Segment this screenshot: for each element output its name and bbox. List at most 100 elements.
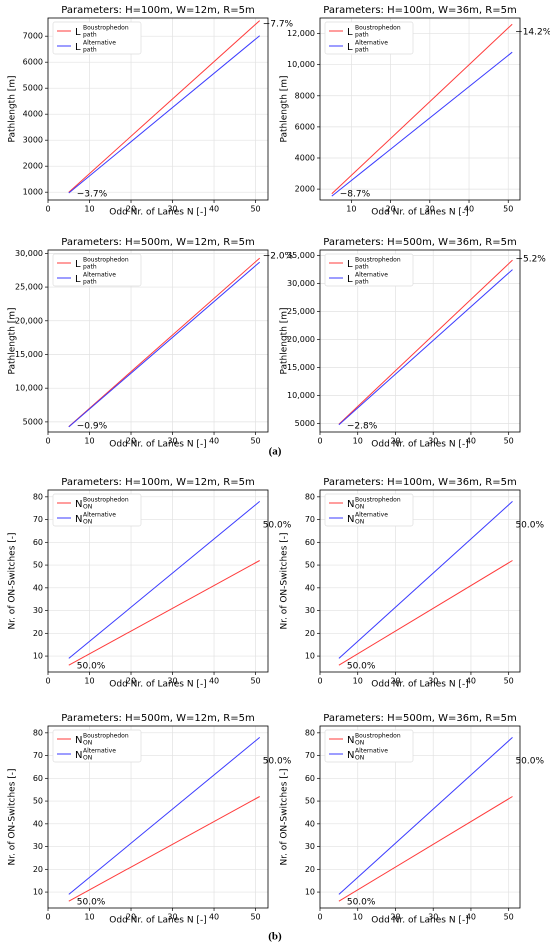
x-tick-label: 40 — [209, 913, 219, 922]
chart-title: Parameters: H=500m, W=12m, R=5m — [61, 713, 254, 724]
y-axis-label: Pathlength [m] — [8, 307, 18, 374]
legend-symbol: L — [75, 259, 81, 270]
legend-subscript: path — [355, 264, 369, 271]
x-axis-label: Odd Nr. of Lanes N [-] — [109, 916, 206, 926]
x-tick-label: 30 — [167, 205, 177, 214]
series-line — [338, 796, 513, 902]
x-tick-label: 40 — [466, 913, 476, 922]
legend-label: Alternative — [355, 748, 388, 755]
x-axis-label: Odd Nr. of Lanes N [-] — [371, 680, 468, 690]
legend-box — [52, 493, 142, 527]
legend-symbol: N — [75, 514, 82, 525]
y-tick-label: 60 — [33, 774, 43, 783]
y-tick-label: 15,000 — [15, 350, 43, 359]
x-axis-label: Odd Nr. of Lanes N [-] — [371, 208, 468, 218]
annotation: 50.0% — [515, 756, 544, 766]
annotation: −7.7% — [263, 20, 294, 30]
x-tick-label: 40 — [466, 677, 476, 686]
y-tick-label: 20 — [305, 865, 315, 874]
plot-frame — [319, 249, 521, 433]
x-tick-label: 20 — [385, 205, 395, 214]
x-tick-label: 50 — [250, 677, 260, 686]
x-tick-label: 10 — [353, 437, 363, 446]
y-axis-label: Nr. of ON-Switches [-] — [8, 532, 18, 629]
series-line — [338, 737, 513, 895]
y-tick-label: 10 — [33, 888, 43, 897]
x-tick-label: 50 — [503, 205, 513, 214]
annotation: −14.2% — [515, 28, 550, 38]
y-axis-label: Pathlength [m] — [280, 75, 290, 142]
y-tick-label: 60 — [305, 774, 315, 783]
x-tick-label: 20 — [126, 913, 136, 922]
y-tick-label: 25,000 — [15, 283, 43, 292]
legend-box — [52, 253, 142, 287]
legend-subscript: ON — [83, 740, 92, 747]
legend-symbol: N — [75, 499, 82, 510]
y-tick-label: 2000 — [295, 185, 315, 194]
y-tick-label: 20,000 — [15, 316, 43, 325]
annotation: −3.7% — [77, 190, 108, 200]
y-tick-label: 20,000 — [287, 335, 315, 344]
y-tick-label: 10 — [305, 888, 315, 897]
legend-symbol: N — [347, 750, 354, 761]
y-tick-label: 80 — [33, 728, 43, 737]
x-tick-label: 0 — [45, 677, 50, 686]
legend-box — [324, 729, 414, 763]
x-tick-label: 10 — [84, 677, 94, 686]
legend-box — [52, 729, 142, 763]
y-tick-label: 10 — [33, 652, 43, 661]
legend-label: Boustrophedon — [355, 497, 401, 504]
y-tick-label: 4000 — [23, 110, 43, 119]
legend-symbol: L — [347, 259, 353, 270]
x-tick-label: 30 — [167, 677, 177, 686]
legend-label: Alternative — [355, 512, 388, 519]
annotation: 50.0% — [77, 662, 106, 672]
legend-symbol: L — [75, 274, 81, 285]
y-axis-label: Nr. of ON-Switches [-] — [280, 532, 290, 629]
annotation: 50.0% — [347, 898, 376, 908]
x-tick-label: 20 — [126, 205, 136, 214]
x-tick-label: 20 — [126, 437, 136, 446]
y-tick-label: 20 — [33, 865, 43, 874]
legend-label: Boustrophedon — [83, 497, 129, 504]
x-tick-label: 50 — [250, 913, 260, 922]
legend-box — [324, 21, 414, 55]
legend-box — [324, 493, 414, 527]
y-tick-label: 1000 — [23, 188, 43, 197]
y-tick-label: 30 — [305, 842, 315, 851]
annotation: 50.0% — [263, 756, 292, 766]
legend-label: Alternative — [83, 272, 116, 279]
legend-subscript: ON — [355, 755, 364, 762]
annotation: 50.0% — [515, 520, 544, 530]
y-tick-label: 80 — [305, 492, 315, 501]
y-tick-label: 3000 — [23, 136, 43, 145]
chart-title: Parameters: H=500m, W=12m, R=5m — [61, 237, 254, 248]
plot-frame — [47, 249, 269, 433]
y-tick-label: 30,000 — [15, 249, 43, 258]
x-axis-label: Odd Nr. of Lanes N [-] — [109, 208, 206, 218]
y-tick-label: 25,000 — [287, 307, 315, 316]
x-tick-label: 0 — [45, 437, 50, 446]
y-tick-label: 50 — [33, 561, 43, 570]
legend-subscript: ON — [355, 740, 364, 747]
legend-symbol: N — [347, 735, 354, 746]
y-axis-label: Nr. of ON-Switches [-] — [8, 768, 18, 865]
y-tick-label: 40 — [33, 583, 43, 592]
x-tick-label: 0 — [317, 437, 322, 446]
legend-subscript: ON — [355, 504, 364, 511]
y-tick-label: 20 — [305, 629, 315, 638]
y-tick-label: 80 — [33, 492, 43, 501]
x-tick-label: 10 — [84, 437, 94, 446]
y-tick-label: 10,000 — [287, 60, 315, 69]
legend-symbol: N — [347, 499, 354, 510]
series-line — [68, 737, 261, 895]
plot-frame — [319, 725, 521, 909]
x-tick-label: 10 — [84, 913, 94, 922]
legend-symbol: L — [347, 27, 353, 38]
panel-label: (a) — [269, 446, 282, 458]
legend-symbol: N — [75, 750, 82, 761]
legend-subscript: path — [83, 264, 97, 271]
legend-symbol: L — [75, 27, 81, 38]
series-line — [68, 35, 261, 194]
x-tick-label: 10 — [353, 677, 363, 686]
